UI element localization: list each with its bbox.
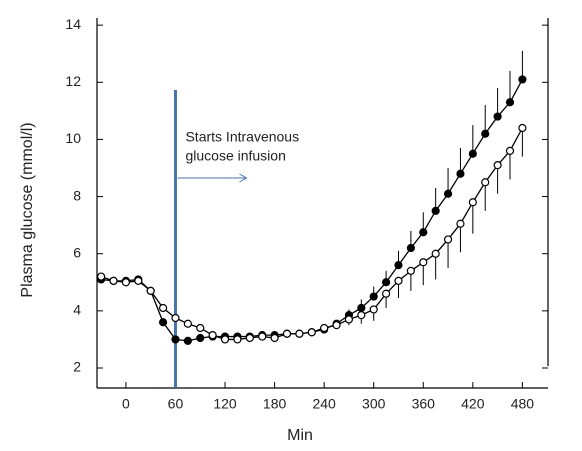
annotation-text: Starts Intravenous [185, 129, 299, 145]
data-point [344, 315, 354, 324]
x-tick-label: 60 [168, 396, 184, 412]
data-point [419, 258, 428, 267]
y-tick-label: 6 [73, 244, 81, 260]
data-point [158, 303, 168, 313]
data-point [121, 278, 131, 287]
data-point [481, 178, 490, 187]
data-point [158, 318, 168, 327]
y-tick-label: 12 [65, 73, 81, 89]
y-tick-label: 2 [73, 359, 81, 375]
data-point [382, 289, 391, 298]
y-tick-label: 8 [73, 187, 81, 203]
data-point [431, 206, 440, 215]
data-point [369, 292, 378, 301]
data-point [196, 323, 205, 333]
data-point [394, 261, 403, 270]
data-point [220, 335, 230, 344]
data-point [456, 219, 465, 228]
data-point [468, 198, 477, 207]
data-point [134, 276, 143, 285]
data-point [233, 335, 242, 344]
x-axis-label: Min [287, 427, 313, 444]
data-point [295, 329, 304, 338]
data-point [183, 336, 192, 345]
y-axis-label: Plasma glucose (mmol/l) [19, 122, 36, 297]
x-tick-label: 300 [362, 396, 386, 412]
data-point [270, 333, 279, 343]
data-point [109, 276, 118, 285]
data-point [183, 319, 192, 328]
data-point [443, 235, 453, 244]
data-point [357, 311, 366, 320]
x-tick-label: 120 [213, 396, 237, 412]
data-point [282, 329, 292, 338]
y-tick-label: 14 [65, 16, 81, 32]
data-point [208, 331, 217, 340]
data-point [320, 323, 329, 333]
x-tick-label: 420 [461, 396, 485, 412]
data-point [419, 228, 428, 237]
data-point [431, 249, 440, 258]
x-tick-label: 0 [122, 396, 130, 412]
data-point [171, 335, 180, 344]
data-point [245, 333, 254, 343]
data-point [171, 313, 180, 323]
data-point [518, 75, 527, 84]
data-point [406, 266, 415, 275]
data-point [505, 98, 515, 107]
annotation-arrowhead [239, 173, 248, 183]
data-point [382, 278, 391, 287]
data-point [357, 303, 366, 313]
series-line [101, 79, 523, 342]
data-point [505, 146, 515, 155]
y-tick-label: 4 [73, 302, 81, 318]
data-point [97, 272, 106, 281]
data-point [307, 328, 316, 337]
data-point [481, 129, 490, 138]
y-tick-label: 10 [65, 130, 81, 146]
x-tick-label: 180 [263, 396, 287, 412]
data-point [518, 123, 527, 133]
data-point [456, 169, 465, 178]
data-point [146, 286, 155, 295]
x-tick-label: 480 [511, 396, 535, 412]
data-point [493, 161, 502, 170]
x-tick-label: 240 [312, 396, 336, 412]
data-point [468, 149, 477, 158]
data-point [332, 321, 341, 330]
data-point [258, 332, 267, 341]
data-point [369, 305, 378, 314]
x-tick-label: 360 [412, 396, 436, 412]
data-point [196, 333, 205, 343]
data-point [406, 243, 415, 253]
annotation-text: glucose infusion [185, 148, 285, 164]
data-point [443, 189, 453, 198]
data-point [493, 112, 502, 121]
data-point [394, 276, 403, 285]
